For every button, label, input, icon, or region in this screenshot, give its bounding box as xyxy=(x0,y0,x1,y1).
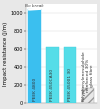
Text: PEEK 4800: PEEK 4800 xyxy=(33,78,37,101)
Text: PEEK 450CA30: PEEK 450CA30 xyxy=(50,69,54,101)
Y-axis label: Impact resistance (J/m): Impact resistance (J/m) xyxy=(4,21,8,86)
Bar xyxy=(46,47,58,103)
Bar xyxy=(28,9,41,103)
Bar xyxy=(82,88,94,103)
Bar xyxy=(64,47,76,103)
Text: PEEK 45001 30: PEEK 45001 30 xyxy=(68,68,72,101)
Text: Polyphenylenesulphide
reinforced 30%
glass fibre: Polyphenylenesulphide reinforced 30% gla… xyxy=(81,50,94,101)
Text: No break: No break xyxy=(25,4,44,8)
